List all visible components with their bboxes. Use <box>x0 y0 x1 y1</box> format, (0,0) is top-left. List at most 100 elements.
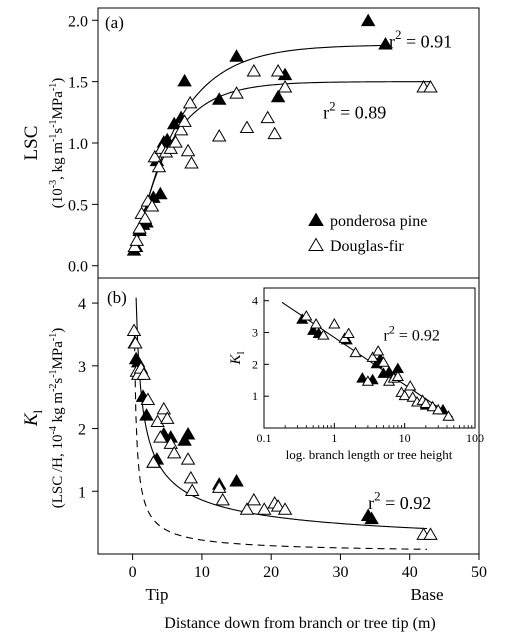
inset-x-tick-label: 0.1 <box>257 431 272 445</box>
y-units-part: -1 <box>48 333 59 341</box>
y-tick-label: 1.0 <box>68 136 88 153</box>
data-point-douglas <box>166 445 182 459</box>
y-tick-label: 4 <box>78 296 86 313</box>
panel-b-y-title: Kl <box>21 409 45 427</box>
data-point-douglas <box>184 483 200 496</box>
data-point-douglas <box>168 135 183 148</box>
y-units-part: kg m <box>50 392 66 427</box>
data-point-douglas <box>239 120 255 133</box>
data-point-douglas <box>239 502 255 515</box>
inset-point-douglas <box>398 389 411 401</box>
y-units-part: MPa <box>50 91 66 120</box>
inset-r-squared-label: r2 = 0.92 <box>383 322 439 344</box>
data-point-douglas <box>153 430 168 443</box>
data-point-douglas <box>147 149 163 163</box>
inset-point-douglas <box>366 351 379 362</box>
data-point-ponderosa <box>229 49 244 62</box>
inset-x-tick-label: 100 <box>466 431 484 445</box>
r-squared-label-r: r <box>389 31 395 51</box>
inset-point-douglas <box>442 410 455 421</box>
inset-point-douglas <box>426 400 439 412</box>
data-point-douglas <box>246 492 262 506</box>
data-point-douglas <box>180 143 196 157</box>
x-tick-label: 20 <box>263 564 279 581</box>
data-point-douglas <box>128 336 143 349</box>
data-point-ponderosa <box>153 186 168 200</box>
data-point-douglas <box>129 233 145 246</box>
inset-point-ponderosa <box>356 372 369 383</box>
inset-point-douglas <box>300 310 313 321</box>
x-end-label-tip: Tip <box>145 585 168 604</box>
data-point-ponderosa <box>270 89 286 103</box>
panel-a-points <box>126 13 438 256</box>
r-squared-label: r2 = 0.89 <box>323 98 386 122</box>
inset-point-douglas <box>361 375 374 386</box>
panel-a-y-units: (10-3, kg m-1s-1MPa-1) <box>48 78 66 208</box>
inset-r-squared-label-value: = 0.92 <box>395 328 440 345</box>
data-point-douglas <box>136 367 151 380</box>
inset-r-squared-label-r: r <box>383 328 389 345</box>
data-point-douglas <box>229 86 244 99</box>
y-units-part: -3 <box>48 180 59 188</box>
data-point-douglas <box>270 64 286 77</box>
y-units-part: -1 <box>48 119 59 127</box>
data-point-douglas <box>215 492 230 506</box>
panel-b-frame <box>97 277 480 555</box>
panel-b-points <box>126 323 438 540</box>
inset-point-douglas <box>349 346 362 358</box>
data-point-ponderosa <box>211 92 227 105</box>
x-tick-label: 50 <box>471 564 487 581</box>
data-point-ponderosa <box>177 433 192 446</box>
inset-point-douglas <box>391 370 404 382</box>
panel-b-fit-curves <box>133 297 428 550</box>
y-units-part: -1 <box>48 134 59 142</box>
data-point-douglas <box>183 470 199 484</box>
x-axis-title: Distance down from branch or tree tip (m… <box>164 615 435 632</box>
inset-point-douglas <box>342 327 355 339</box>
data-point-douglas <box>177 114 192 127</box>
data-point-douglas <box>140 392 156 405</box>
inset-y-axis: 1 2 3 4 <box>252 294 269 403</box>
inset-point-douglas <box>432 403 445 415</box>
inset-point-douglas <box>328 318 341 329</box>
data-point-douglas <box>267 126 282 140</box>
x-tick-label: 10 <box>194 564 210 581</box>
y-tick-label: 2 <box>78 422 86 439</box>
inset-point-douglas <box>317 329 330 340</box>
y-units-part: ) <box>50 328 66 333</box>
r-squared-label-value: = 0.92 <box>381 493 432 513</box>
inset-x-tick-label: 10 <box>399 431 411 445</box>
data-point-ponderosa <box>139 408 154 421</box>
panel-b-annotations: r2 = 0.92 <box>368 489 431 513</box>
y-units-part: (10 <box>50 188 66 208</box>
inset-r-squared-label-sup: 2 <box>389 322 395 336</box>
data-point-douglas <box>211 129 227 142</box>
panel-a-y-title: LSC <box>21 126 42 161</box>
data-point-douglas <box>277 79 293 93</box>
panel-b-y-axis: 1 2 3 4 <box>78 296 98 501</box>
r-squared-label: r2 = 0.91 <box>389 27 452 51</box>
legend-marker <box>308 212 324 227</box>
y-units-part: -2 <box>48 384 59 392</box>
r-squared-label-sup: 2 <box>395 27 402 42</box>
y-units-part: -4 <box>48 426 59 434</box>
data-point-ponderosa <box>180 427 196 440</box>
x-tick-label: 40 <box>402 564 418 581</box>
y-units-part: MPa <box>50 341 66 370</box>
y-tick-label: 1.5 <box>68 75 88 92</box>
r-squared-label-sup: 2 <box>374 489 381 504</box>
data-point-douglas <box>156 401 172 415</box>
data-point-ponderosa <box>360 13 376 27</box>
data-point-douglas <box>173 122 189 136</box>
panel-b-label: (b) <box>107 288 127 307</box>
y-units-part: , kg m <box>50 142 66 180</box>
data-point-douglas <box>423 79 438 93</box>
inset-y-tick-label: 2 <box>252 357 258 371</box>
data-point-ponderosa <box>166 116 182 130</box>
y-tick-label: 0.5 <box>68 197 88 214</box>
legend-label: ponderosa pine <box>330 213 427 230</box>
